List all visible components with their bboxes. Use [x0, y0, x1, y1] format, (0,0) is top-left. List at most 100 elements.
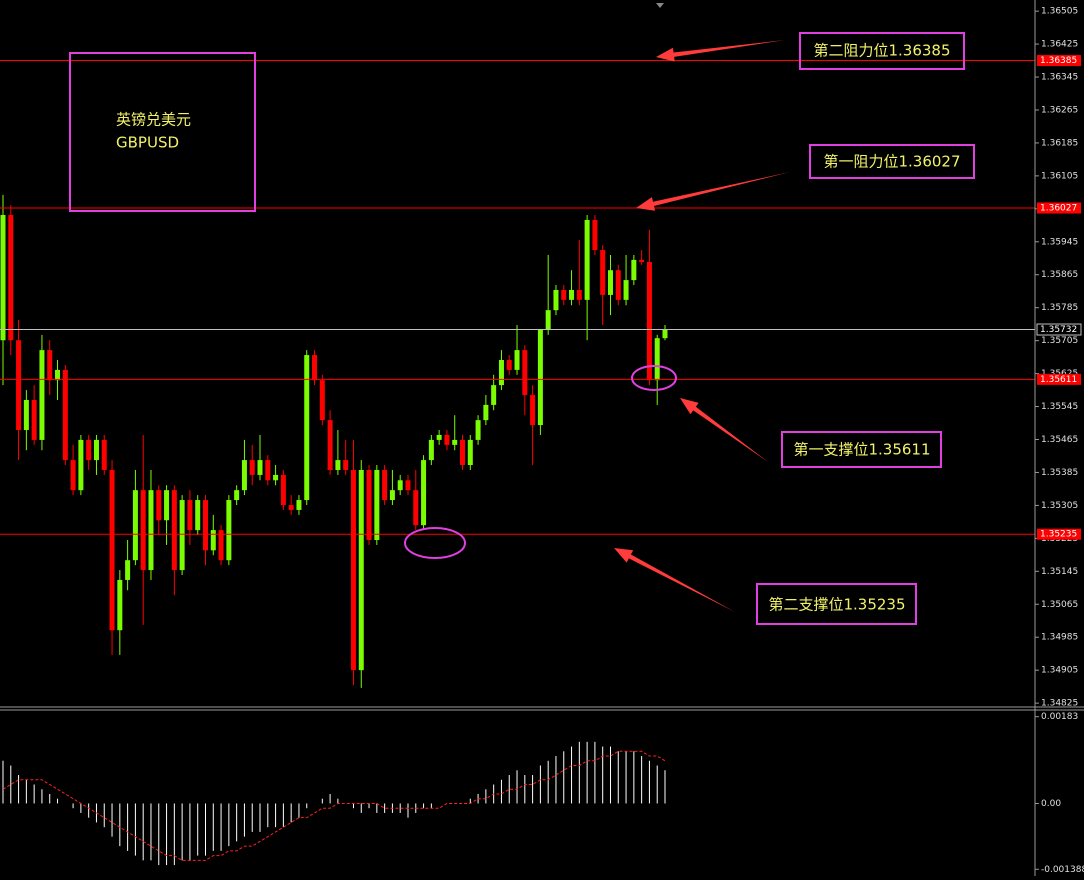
candle-body	[615, 270, 621, 300]
candle-body	[164, 490, 170, 521]
candle-body	[654, 338, 660, 381]
candle-body	[62, 369, 68, 461]
candle-body	[358, 469, 364, 671]
candle-body	[0, 215, 6, 341]
candle-body	[179, 500, 185, 571]
candle-body	[413, 490, 419, 526]
candle-body	[592, 219, 598, 251]
candle-body	[195, 500, 201, 531]
candle-body	[483, 404, 489, 421]
candle-body	[265, 460, 271, 481]
candle-body	[70, 460, 76, 491]
candle-body	[537, 329, 543, 426]
candle-body	[23, 399, 29, 431]
candle-body	[304, 355, 310, 501]
highlight-ellipse	[404, 527, 466, 559]
annotation: 第一阻力位1.36027	[823, 153, 960, 171]
annotation: GBPUSD	[116, 134, 179, 152]
y-tick-label: 1.36345	[1041, 73, 1078, 83]
candle-body	[584, 219, 590, 300]
candle-body	[312, 355, 318, 381]
candle-body	[553, 289, 559, 311]
arrow	[680, 398, 768, 462]
candle-body	[662, 329, 668, 339]
annotation-box	[799, 32, 965, 70]
y-tick-label: 1.34905	[1041, 666, 1078, 676]
candle-body	[234, 490, 240, 501]
annotation: 英镑兑美元	[116, 111, 191, 129]
price-tag	[1036, 323, 1082, 336]
y-tick-label: -0.001388	[1041, 865, 1084, 875]
price-tag-label: 1.36027	[1040, 204, 1077, 214]
y-tick-label: 1.35545	[1041, 402, 1078, 412]
scroll-marker	[656, 3, 664, 8]
y-tick-label: 0.00	[1041, 799, 1061, 809]
candle-body	[421, 460, 427, 526]
annotation-box	[781, 431, 942, 468]
annotation: 第二支撑位1.35235	[768, 596, 905, 614]
signal-line	[2, 750, 666, 861]
candle-body	[460, 439, 466, 466]
candle-body	[327, 420, 333, 470]
candle-body	[545, 310, 551, 330]
candle-body	[288, 504, 294, 510]
annotation-box	[809, 144, 975, 179]
price-tag	[1037, 55, 1081, 67]
candle-body	[498, 360, 504, 386]
candle-body	[467, 439, 473, 466]
y-tick-label: 1.36425	[1041, 40, 1078, 50]
candle-body	[140, 490, 146, 571]
candle-body	[31, 399, 37, 440]
candle-body	[530, 395, 536, 426]
candle-body	[428, 439, 434, 461]
candle-body	[148, 490, 154, 571]
arrow	[636, 172, 790, 211]
candle-body	[241, 460, 247, 491]
candle-body	[607, 270, 613, 295]
candle-body	[171, 490, 177, 571]
price-tag-label: 1.35732	[1040, 325, 1077, 335]
candle-body	[475, 420, 481, 440]
candle-body	[436, 434, 442, 440]
y-tick-label: 1.34825	[1041, 699, 1078, 709]
candle-body	[210, 530, 216, 551]
candle-body	[8, 215, 14, 341]
candle-body	[561, 289, 567, 300]
candle-body	[522, 350, 528, 396]
y-tick-label: 1.34985	[1041, 633, 1078, 643]
price-tag-label: 1.35235	[1040, 530, 1077, 540]
y-tick-label: 1.35865	[1041, 270, 1078, 280]
annotation: 第二阻力位1.36385	[813, 42, 950, 60]
candle-body	[187, 500, 193, 531]
y-tick-label: 1.35305	[1041, 501, 1078, 511]
candle-body	[249, 460, 255, 475]
candle-body	[452, 439, 458, 445]
candle-body	[78, 439, 84, 491]
y-tick-label: 1.35145	[1041, 567, 1078, 577]
candle-body	[514, 350, 520, 370]
candle-body	[405, 480, 411, 491]
y-tick-label: 1.36505	[1041, 7, 1078, 17]
price-tag-label: 1.36385	[1040, 56, 1077, 66]
grid-layer: 1.36505 1.36425 1.36345 1.36265 1.36185 1.361…	[1035, 7, 1084, 875]
candle-body	[132, 490, 138, 561]
annotation-box	[756, 583, 917, 625]
candle-body	[576, 289, 582, 300]
candle-body	[117, 579, 123, 631]
candle-body	[257, 460, 263, 475]
candle-body	[639, 259, 645, 262]
price-tag	[1037, 528, 1081, 540]
tags-layer: 1.36385 1.36027 1.35732 1.35611 1.35235	[1036, 55, 1082, 540]
y-tick-label: 1.36105	[1041, 171, 1078, 181]
y-tick-label: 1.35465	[1041, 435, 1078, 445]
candle-body	[125, 560, 131, 580]
candle-body	[226, 500, 232, 561]
candle-body	[202, 500, 208, 551]
candle-body	[366, 469, 372, 541]
candle-body	[109, 469, 115, 631]
candle-body	[55, 369, 61, 381]
candle-body	[397, 480, 403, 491]
candle-body	[569, 289, 575, 300]
